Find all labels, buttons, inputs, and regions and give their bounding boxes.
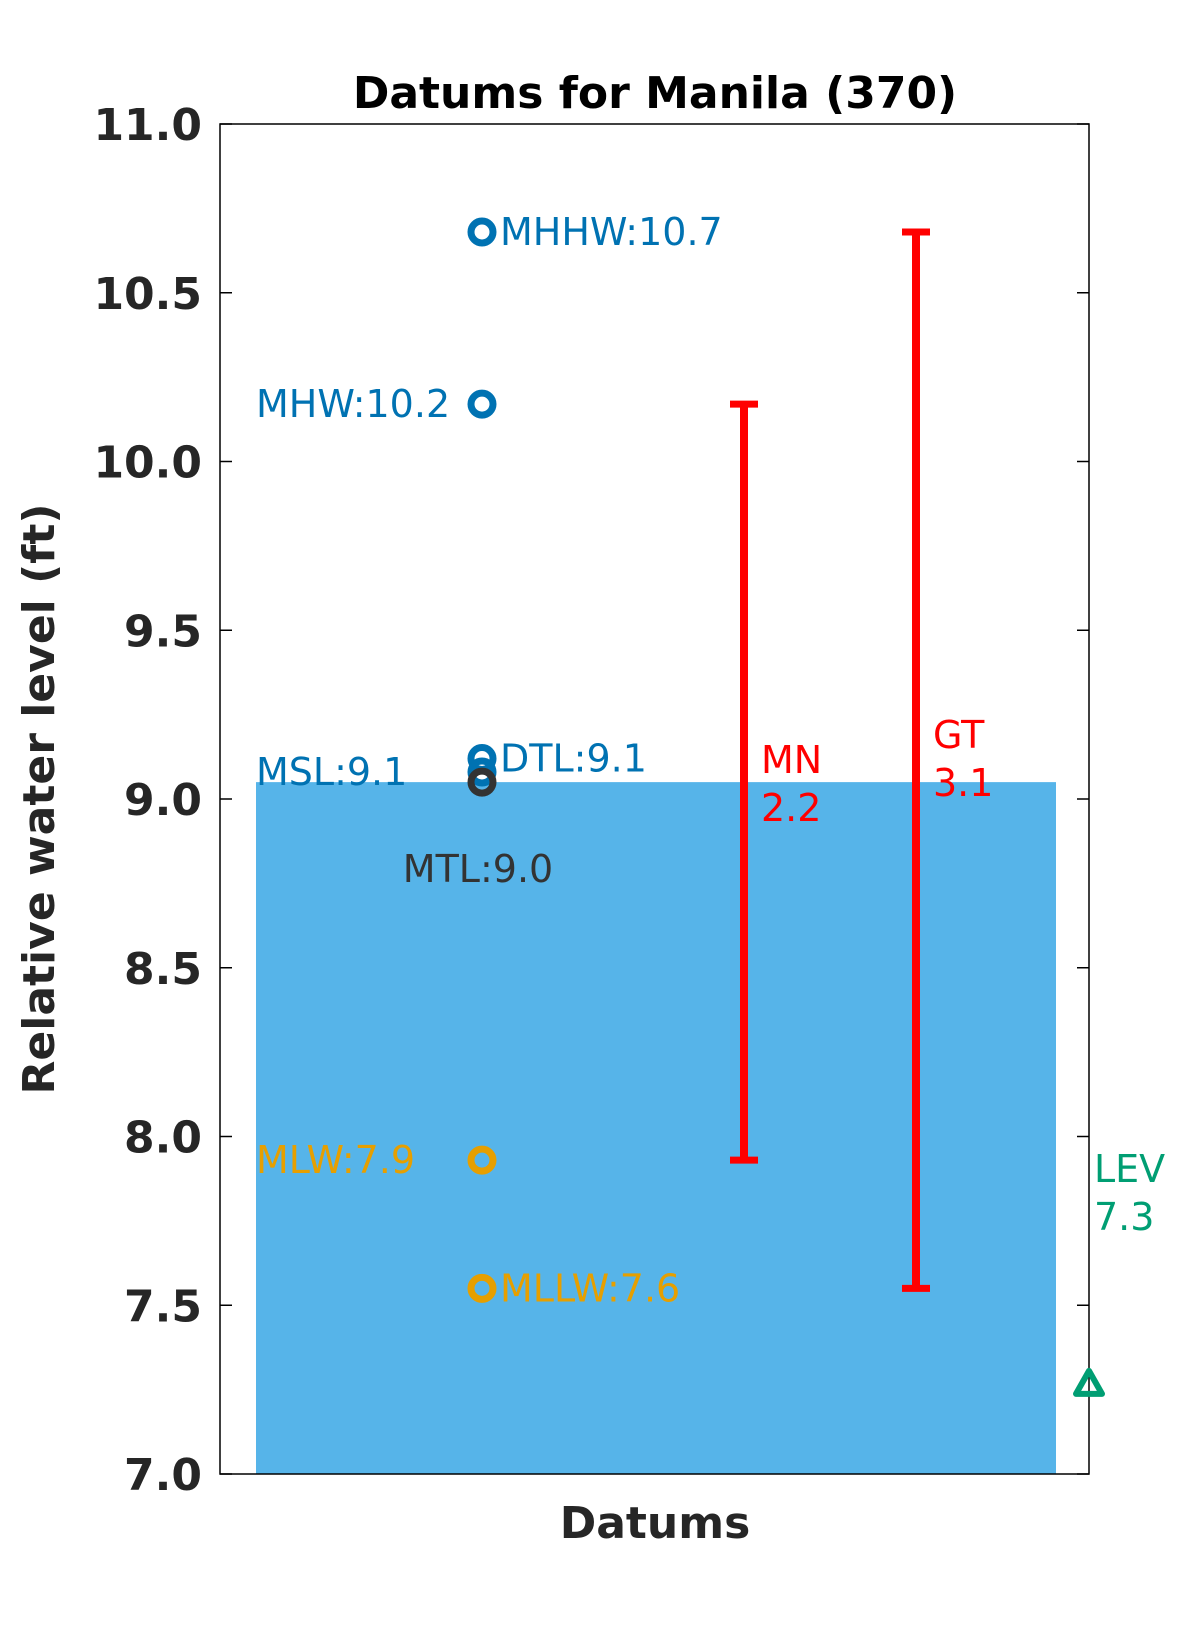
datum-label-mhw: MHW:10.2: [256, 382, 450, 426]
y-tick-label: 11.0: [93, 100, 202, 151]
level-label-lev: LEV: [1094, 1147, 1165, 1191]
y-tick-label: 8.0: [124, 1113, 202, 1164]
range-value-mn: 2.2: [761, 786, 821, 830]
range-bars: MN2.2 GT3.1: [730, 228, 993, 1292]
y-tick-label: 7.5: [124, 1281, 202, 1332]
datum-point-mhhw: [467, 217, 497, 247]
datum-label-msl: MSL:9.1: [256, 750, 407, 794]
datum-points: MHHW:10.7 MHW:10.2 DTL:9.1 MSL:9.1 MTL:9.0 ML…: [256, 210, 723, 1310]
datum-label-mllw: MLLW:7.6: [500, 1266, 680, 1310]
datum-point-msl: [467, 757, 497, 787]
datum-label-mlw: MLW:7.9: [256, 1138, 415, 1182]
y-tick-label: 8.5: [124, 944, 202, 995]
water-level-bar: [256, 782, 1056, 1474]
y-tick-label: 10.5: [93, 269, 202, 320]
chart-title: Datums for Manila (370): [353, 68, 957, 119]
datum-point-mtl: [467, 767, 497, 797]
datum-point-mllw: [467, 1273, 497, 1303]
range-value-gt: 3.1: [933, 761, 993, 805]
range-label-gt: GT: [933, 713, 985, 757]
datum-label-mhhw: MHHW:10.7: [500, 210, 723, 254]
x-axis-label: Datums: [560, 1498, 751, 1549]
y-tick-label: 10.0: [93, 438, 202, 489]
datum-point-mlw: [467, 1145, 497, 1175]
level-marker-lev: [1073, 1367, 1105, 1397]
datum-label-mtl: MTL:9.0: [403, 847, 553, 891]
y-axis-label: Relative water level (ft): [14, 504, 65, 1095]
y-axis-ticks: 7.0 7.5 8.0 8.5 9.0 9.5 10.0 10.5 11.0: [93, 100, 1089, 1501]
range-label-mn: MN: [761, 738, 822, 782]
datum-label-dtl: DTL:9.1: [500, 737, 647, 781]
y-tick-label: 9.5: [124, 606, 202, 657]
y-tick-label: 9.0: [124, 775, 202, 826]
y-tick-label: 7.0: [124, 1450, 202, 1501]
datum-point-mhw: [467, 389, 497, 419]
level-value-lev: 7.3: [1094, 1195, 1154, 1239]
